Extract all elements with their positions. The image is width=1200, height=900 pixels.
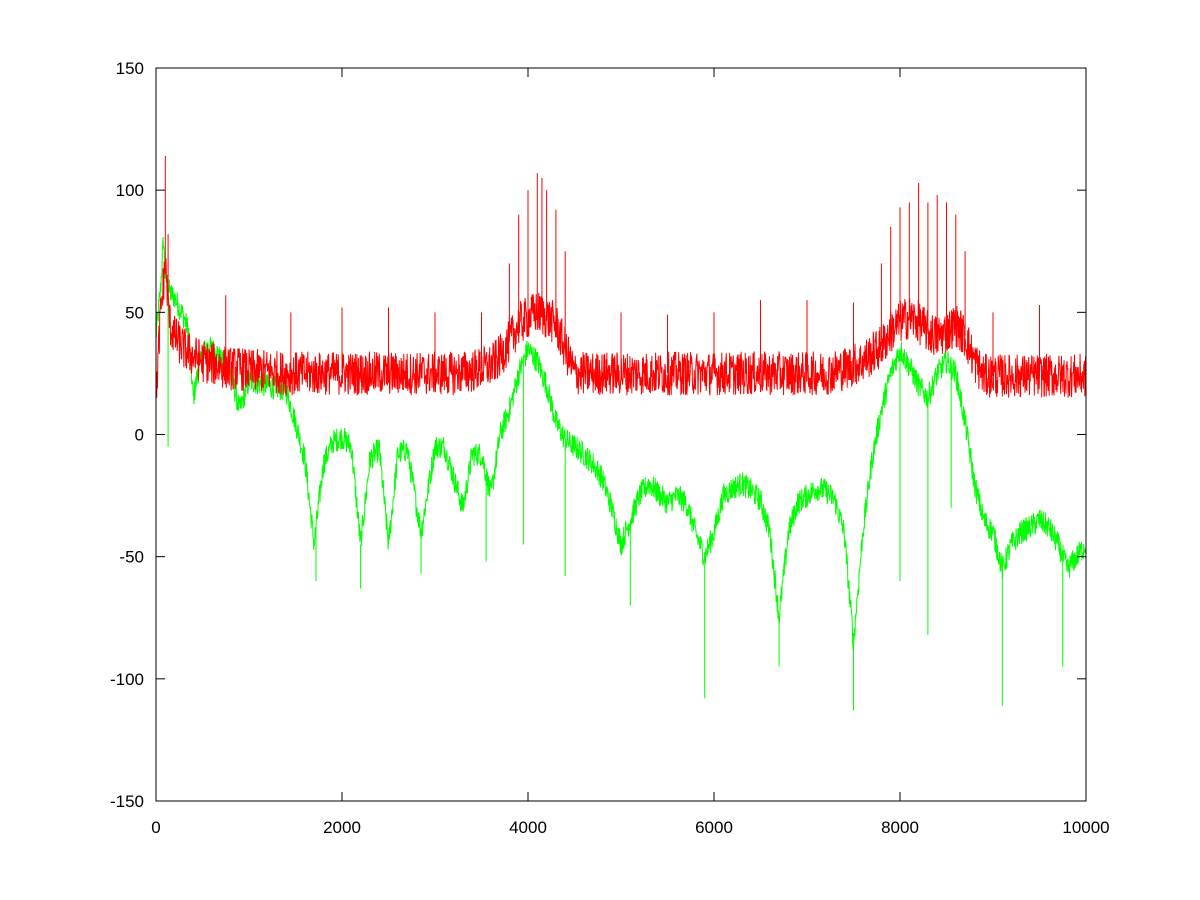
y-tick-label: -100	[110, 670, 144, 689]
x-tick-label: 0	[151, 818, 160, 837]
y-tick-label: 0	[135, 426, 144, 445]
series-layer	[156, 155, 1086, 711]
y-tick-label: 100	[116, 181, 144, 200]
x-tick-label: 8000	[881, 818, 919, 837]
series-green-line	[156, 237, 1086, 650]
y-tick-label: 50	[125, 303, 144, 322]
series-red	[156, 155, 1086, 398]
x-tick-label: 6000	[695, 818, 733, 837]
series-green	[156, 237, 1086, 711]
x-tick-label: 10000	[1062, 818, 1109, 837]
series-red-line	[156, 258, 1086, 398]
x-tick-label: 4000	[509, 818, 547, 837]
y-tick-label: -50	[119, 548, 144, 567]
y-tick-label: 150	[116, 59, 144, 78]
x-tick-label: 2000	[323, 818, 361, 837]
ticks-layer: 0 2000 4000 6000 8000 10000 -150 -100 -50 0 50 100 1…	[110, 59, 1110, 837]
y-tick-label: -150	[110, 792, 144, 811]
